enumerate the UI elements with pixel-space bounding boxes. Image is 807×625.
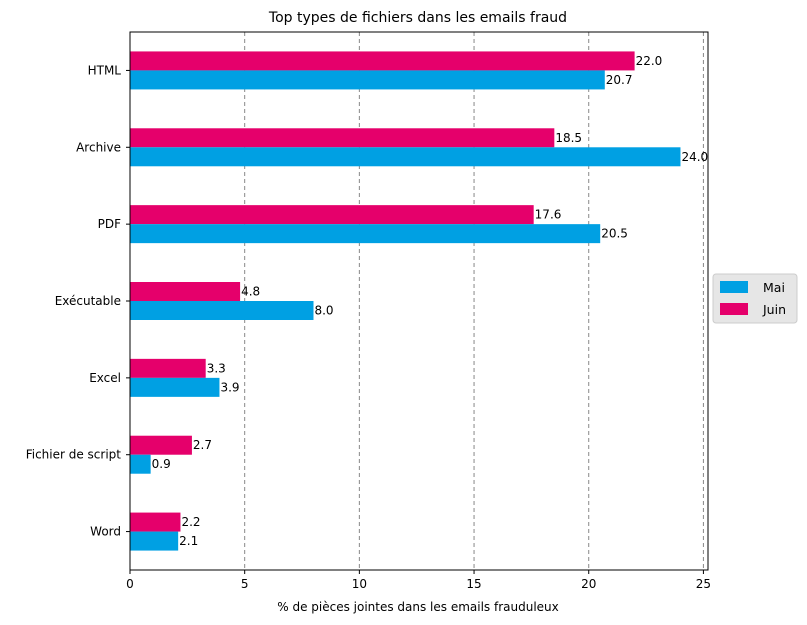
bar-mai (130, 224, 601, 244)
y-tick-label: Excel (89, 371, 121, 385)
x-axis-ticks: 0 5 10 15 20 25 (126, 570, 711, 591)
x-tick-label: 20 (581, 577, 596, 591)
x-tick-label: 5 (241, 577, 249, 591)
data-label: 24.0 (681, 150, 708, 164)
bar-juin (130, 282, 241, 301)
bar-mai (130, 147, 681, 167)
x-axis-label: % de pièces jointes dans les emails frau… (277, 600, 559, 614)
bar-mai (130, 454, 151, 474)
value-labels: 22.020.7 18.5 24.0 17.6 20.5 4.8 8.0 3.3 3.9 2.7 0… (152, 54, 709, 548)
y-axis-ticks: HTML Archive PDF Exécutable Excel Fichier de … (26, 63, 130, 539)
bar-juin (130, 51, 635, 71)
y-tick-label: Fichier de script (26, 448, 122, 462)
y-tick-label: Exécutable (55, 294, 121, 308)
chart-title: Top types de fichiers dans les emails fr… (268, 10, 567, 26)
bar-juin (130, 128, 555, 148)
y-tick-label: HTML (88, 63, 122, 77)
data-label: 17.6 (535, 208, 562, 222)
data-label: 8.0 (314, 304, 333, 318)
bar-mai (130, 301, 314, 320)
bar-juin (130, 435, 192, 455)
data-label: 2.1 (179, 534, 198, 548)
data-label: 20.5 (601, 227, 628, 241)
legend-swatch-juin (720, 303, 748, 315)
x-tick-label: 0 (126, 577, 134, 591)
x-tick-label: 25 (696, 577, 711, 591)
y-tick-label: Word (90, 525, 121, 539)
y-tick-label: PDF (98, 217, 121, 231)
bar-mai (130, 70, 605, 90)
bars (130, 51, 681, 551)
data-label: 2.2 (181, 515, 200, 529)
data-label: 3.9 (220, 380, 239, 394)
legend-swatch-mai (720, 281, 748, 293)
bar-juin (130, 512, 181, 532)
data-label: 2.7 (193, 438, 212, 452)
bar-mai (130, 531, 179, 551)
bar-juin (130, 358, 206, 378)
data-label: 0.9 (152, 457, 171, 471)
legend-label-juin: Juin (762, 302, 786, 317)
x-tick-label: 10 (352, 577, 367, 591)
bar-mai (130, 377, 220, 397)
data-label: 18.5 (555, 131, 582, 145)
x-tick-label: 15 (466, 577, 481, 591)
legend-label-mai: Mai (763, 280, 785, 295)
data-label: 20.7 (606, 73, 633, 87)
y-tick-label: Archive (76, 140, 121, 154)
data-label: 3.3 (207, 361, 226, 375)
bar-juin (130, 205, 534, 225)
data-label: 22.0 (636, 54, 663, 68)
legend: Mai Juin (712, 273, 798, 324)
data-label: 4.8 (241, 285, 260, 299)
